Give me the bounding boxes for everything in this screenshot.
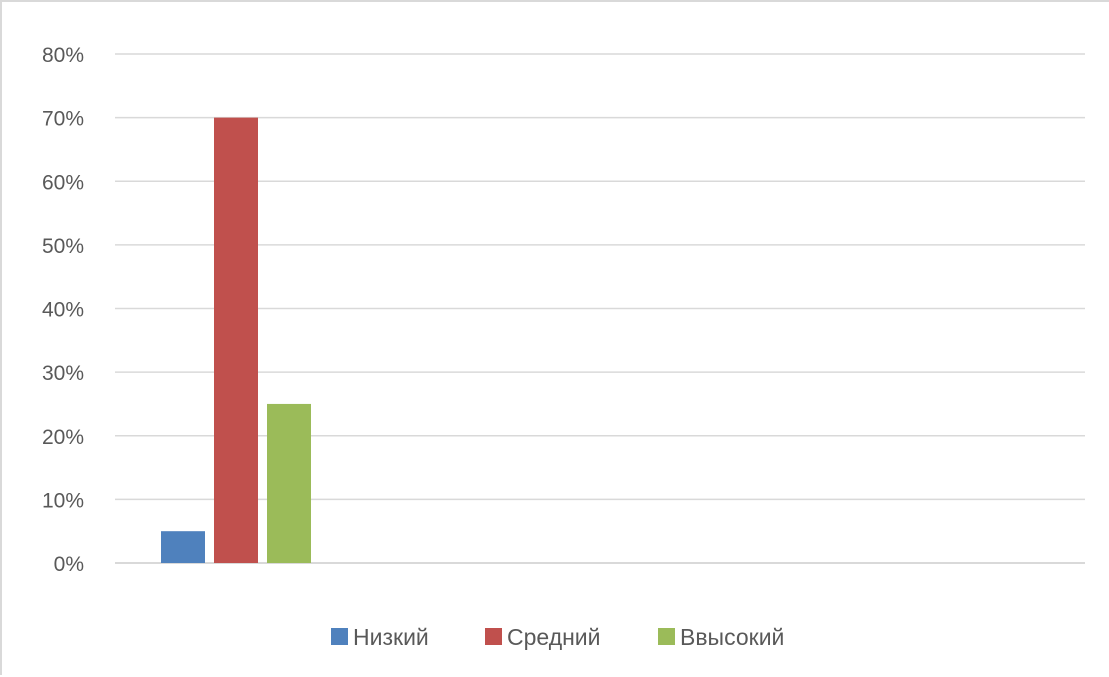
y-tick-label: 60% [42, 171, 84, 194]
legend-label: Средний [507, 624, 601, 650]
bar-high [267, 404, 311, 563]
legend-label: Низкий [353, 624, 429, 650]
bar-medium [214, 118, 258, 563]
y-tick-label: 50% [42, 235, 84, 258]
y-tick-label: 80% [42, 44, 84, 67]
y-axis-tick-labels: 0% 10% 20% 30% 40% 50% 60% 70% 80% [42, 44, 84, 576]
y-tick-label: 0% [54, 553, 84, 576]
y-tick-label: 70% [42, 108, 84, 131]
y-tick-label: 40% [42, 299, 84, 322]
legend: Низкий Средний Ввысокий [331, 624, 784, 650]
bars [161, 118, 311, 563]
bar-low [161, 531, 205, 563]
legend-swatch [331, 628, 348, 645]
y-tick-label: 20% [42, 426, 84, 449]
gridlines [115, 54, 1085, 563]
y-tick-label: 30% [42, 362, 84, 385]
legend-label: Ввысокий [680, 624, 784, 650]
y-tick-label: 10% [42, 489, 84, 512]
legend-swatch [658, 628, 675, 645]
legend-swatch [485, 628, 502, 645]
